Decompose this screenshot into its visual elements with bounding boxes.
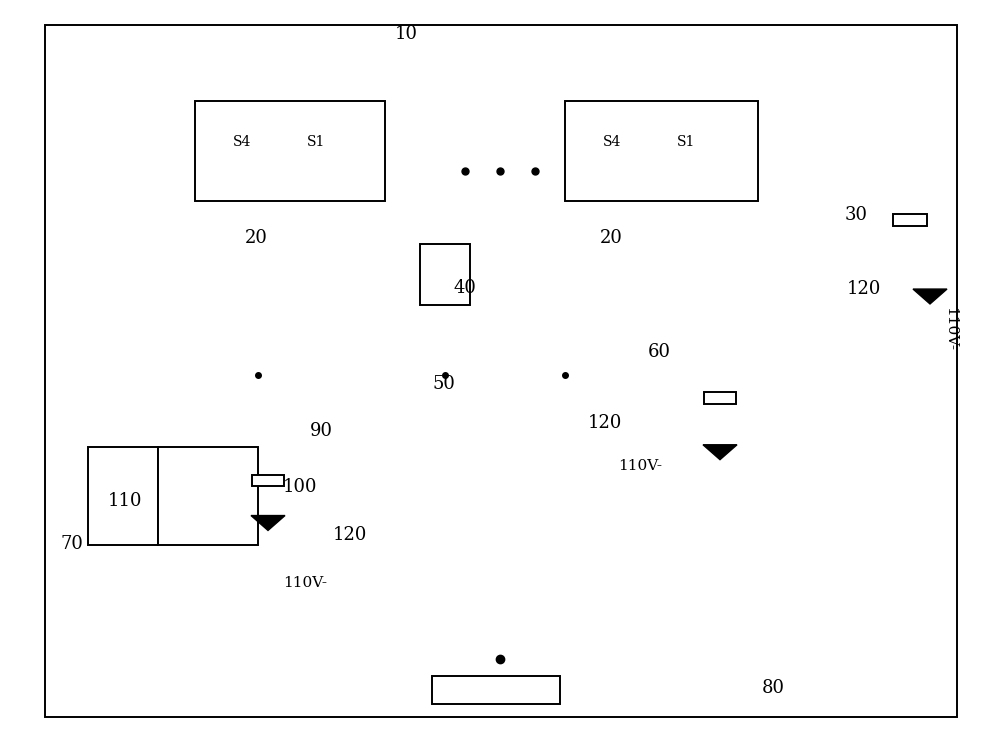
Text: 100: 100 <box>283 478 318 496</box>
Text: 10: 10 <box>395 25 418 42</box>
Bar <box>704 392 736 404</box>
Polygon shape <box>703 445 737 460</box>
Text: 50: 50 <box>432 375 455 393</box>
Bar <box>252 475 284 486</box>
Text: S1: S1 <box>677 135 695 148</box>
Text: 40: 40 <box>453 279 476 297</box>
Polygon shape <box>913 289 947 304</box>
Bar <box>88 447 158 545</box>
Text: 110: 110 <box>108 492 143 510</box>
Bar <box>195 101 385 201</box>
Bar <box>432 676 560 704</box>
Text: 110V-: 110V- <box>283 576 327 589</box>
Text: S1: S1 <box>307 135 325 148</box>
Text: 80: 80 <box>762 679 785 697</box>
Text: 30: 30 <box>845 206 868 223</box>
Text: 120: 120 <box>588 414 622 432</box>
Text: 110V-: 110V- <box>618 460 662 473</box>
Bar <box>420 244 470 305</box>
Text: 60: 60 <box>648 343 671 361</box>
Bar <box>893 214 927 226</box>
Text: 90: 90 <box>310 422 333 440</box>
Text: 110V-: 110V- <box>943 307 957 352</box>
Text: 120: 120 <box>333 526 367 544</box>
Text: 120: 120 <box>847 280 881 298</box>
Text: 20: 20 <box>245 229 268 247</box>
Text: S4: S4 <box>603 135 621 148</box>
Bar <box>565 101 758 201</box>
Polygon shape <box>251 516 285 530</box>
Text: S4: S4 <box>233 135 251 148</box>
Text: 20: 20 <box>600 229 623 247</box>
Text: 70: 70 <box>60 535 83 553</box>
Bar <box>158 447 258 545</box>
